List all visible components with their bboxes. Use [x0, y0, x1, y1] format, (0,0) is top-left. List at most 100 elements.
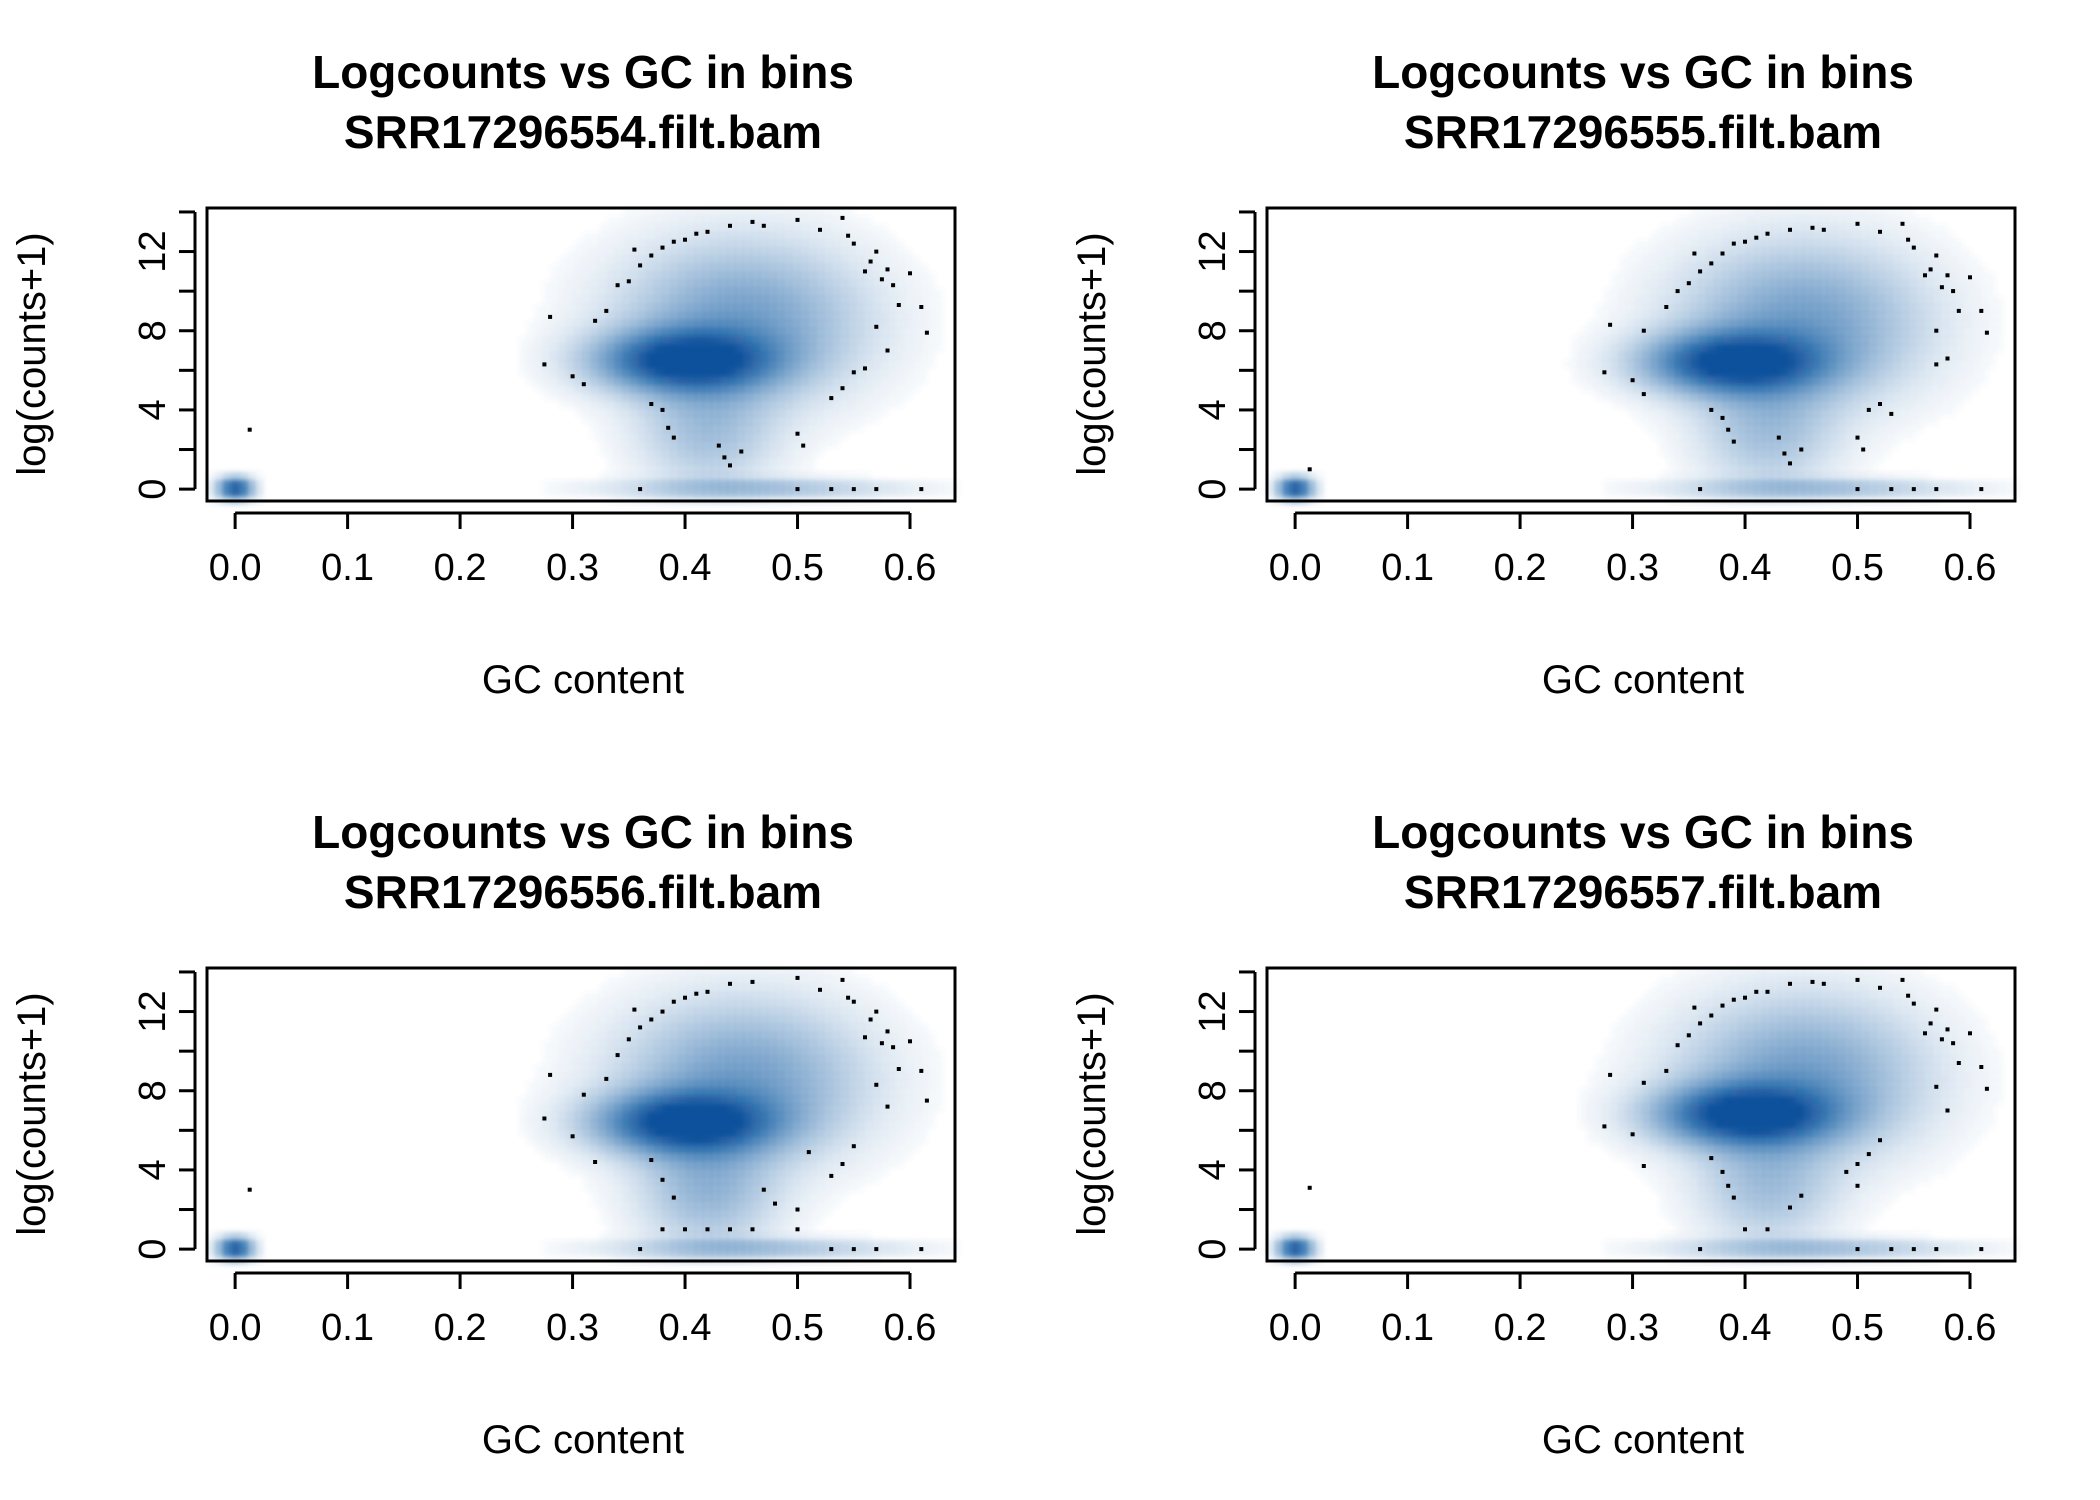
panel-1: Logcounts vs GC in bins SRR17296554.filt… [10, 46, 957, 702]
outlier-point [750, 219, 755, 224]
density-cell [863, 320, 872, 329]
density-cell [1731, 224, 1740, 233]
density-cell [783, 304, 792, 313]
density-cell [863, 1120, 872, 1129]
density-cell [1267, 480, 1276, 489]
density-cell [807, 1176, 816, 1185]
density-cell [831, 1128, 840, 1137]
density-cell [727, 1088, 736, 1097]
density-cell [751, 320, 760, 329]
density-cell [567, 376, 576, 385]
density-cell [1619, 296, 1628, 305]
density-cell [247, 480, 256, 489]
density-cell [1843, 288, 1852, 297]
density-cell [1691, 336, 1700, 345]
density-cell [831, 1064, 840, 1073]
density-cell [895, 480, 904, 489]
density-cell [1843, 304, 1852, 313]
density-cell [639, 224, 648, 233]
density-cell [727, 248, 736, 257]
density-cell [1651, 408, 1660, 417]
density-cell [1995, 336, 2004, 345]
density-cell [623, 376, 632, 385]
density-cell [663, 440, 672, 449]
density-cell [639, 1224, 648, 1233]
density-cell [639, 472, 648, 481]
density-cell [911, 376, 920, 385]
density-cell [1659, 232, 1668, 241]
density-cell [799, 1008, 808, 1017]
density-cell [703, 360, 712, 369]
density-cell [719, 1152, 728, 1161]
density-cell [655, 456, 664, 465]
density-cell [1715, 240, 1724, 249]
density-cell [1707, 408, 1716, 417]
outlier-point [671, 435, 676, 440]
density-cell [1995, 328, 2004, 337]
density-cell [655, 1072, 664, 1081]
density-cell [607, 1248, 616, 1257]
density-cell [687, 400, 696, 409]
density-cell [1739, 408, 1748, 417]
density-cell [1819, 352, 1828, 361]
density-cell [807, 232, 816, 241]
density-cell [719, 296, 728, 305]
density-cell [887, 248, 896, 257]
density-cell [583, 1176, 592, 1185]
density-cell [583, 1168, 592, 1177]
density-cell [1715, 416, 1724, 425]
density-cell [1667, 392, 1676, 401]
density-cell [1659, 328, 1668, 337]
density-cell [791, 400, 800, 409]
density-cell [799, 1024, 808, 1033]
panel-2: Logcounts vs GC in bins SRR17296555.filt… [1070, 46, 2017, 702]
density-cell [871, 1152, 880, 1161]
density-cell [1715, 296, 1724, 305]
density-cell [1987, 280, 1996, 289]
density-cell [1939, 280, 1948, 289]
density-cell [831, 296, 840, 305]
density-cell [1803, 240, 1812, 249]
density-cell [887, 1104, 896, 1113]
density-cell [1811, 232, 1820, 241]
density-cell [775, 216, 784, 225]
outlier-point [896, 303, 901, 307]
density-cell [711, 448, 720, 457]
density-cell [671, 256, 680, 265]
density-cell [1835, 440, 1844, 449]
density-cell [1771, 216, 1780, 225]
density-cell [743, 424, 752, 433]
density-cell [903, 488, 912, 497]
density-cell [1739, 472, 1748, 481]
density-cell [735, 408, 744, 417]
density-cell [1675, 216, 1684, 225]
density-cell [623, 1248, 632, 1257]
chart-title: Logcounts vs GC in bins [312, 46, 854, 98]
density-cell [1979, 320, 1988, 329]
density-cell [567, 1152, 576, 1161]
density-cell [695, 424, 704, 433]
density-cell [543, 336, 552, 345]
y-tick-label: 0 [1192, 479, 1234, 500]
density-cell [783, 272, 792, 281]
density-cell [1771, 480, 1780, 489]
density-cell [1827, 208, 1836, 217]
density-cell [623, 344, 632, 353]
density-cell [863, 224, 872, 233]
density-cell [1747, 328, 1756, 337]
density-cell [895, 336, 904, 345]
density-cell [815, 288, 824, 297]
density-cell [791, 280, 800, 289]
density-cell [1659, 312, 1668, 321]
density-cell [1771, 280, 1780, 289]
outlier-point [1928, 267, 1933, 272]
density-cell [1851, 408, 1860, 417]
density-cell [607, 392, 616, 401]
density-cell [1875, 240, 1884, 249]
density-cell [799, 376, 808, 385]
density-cell [1931, 376, 1940, 385]
density-cell [735, 976, 744, 985]
density-cell [1931, 480, 1940, 489]
density-cell [599, 1136, 608, 1145]
density-cell [599, 1216, 608, 1225]
